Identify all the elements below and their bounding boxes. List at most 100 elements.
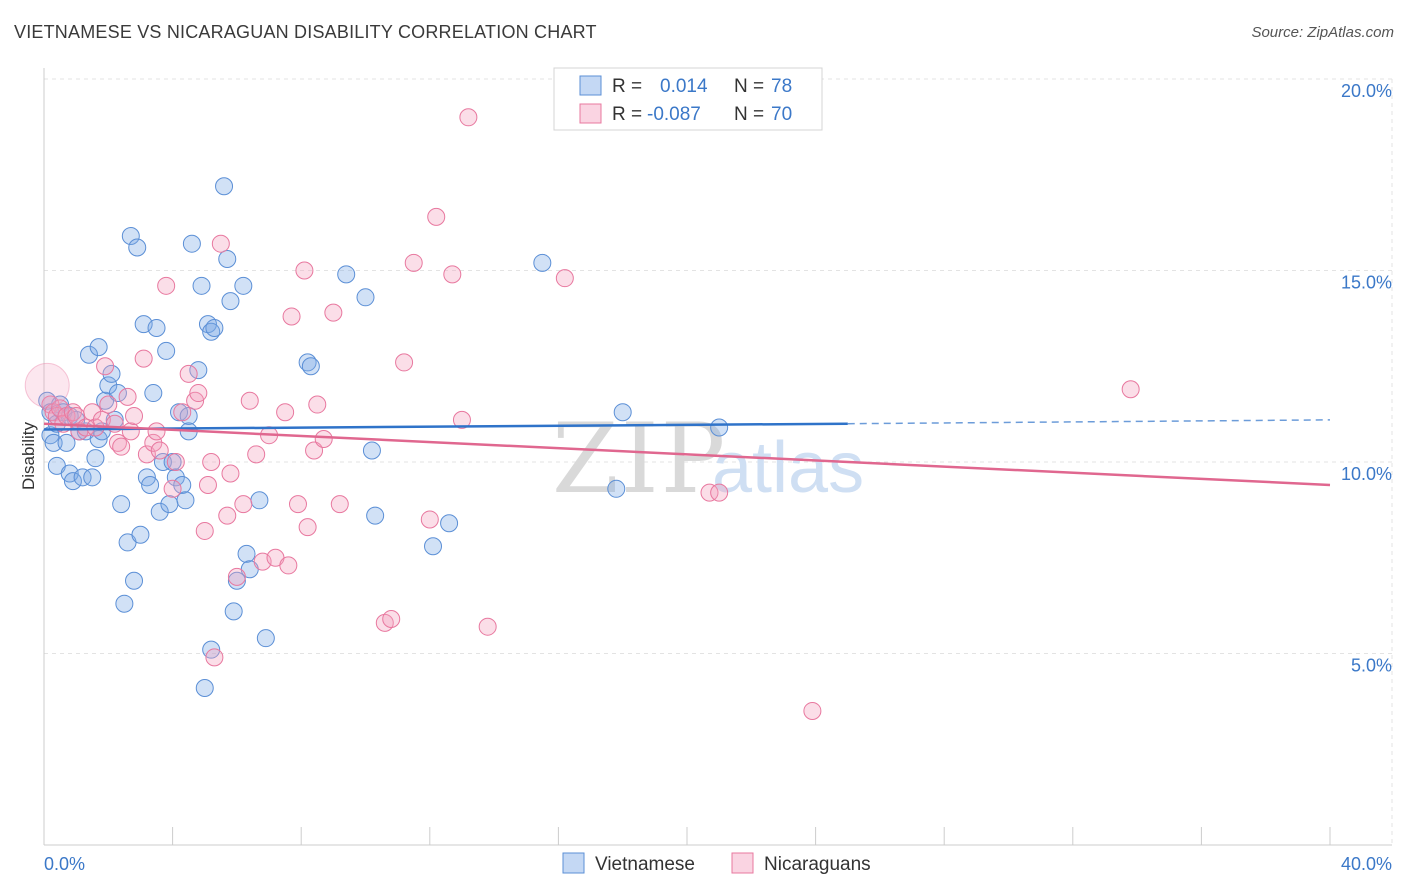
- nicaraguan-point: [144, 433, 163, 452]
- y-tick-label: 10.0%: [1341, 464, 1392, 484]
- nicaraguan-point: [134, 349, 153, 368]
- nicaraguan-point: [700, 483, 719, 502]
- vietnamese-point: [205, 318, 224, 337]
- nicaraguan-point: [118, 387, 137, 406]
- legend-swatch-vietnamese: [562, 852, 585, 874]
- nicaraguan-point: [218, 506, 237, 525]
- nicaraguan-point: [308, 395, 327, 414]
- nicaraguan-point: [443, 265, 462, 284]
- vietnamese-trend-line: [43, 422, 848, 431]
- legend-swatch-vietnamese: [579, 75, 602, 96]
- chart-title: VIETNAMESE VS NICARAGUAN DISABILITY CORR…: [14, 22, 597, 42]
- vietnamese-point: [224, 602, 243, 621]
- nicaraguan-point: [314, 430, 333, 449]
- nicaraguan-trend-line: [43, 422, 1331, 487]
- watermark-zip: ZIP: [552, 403, 727, 515]
- nicaraguan-point: [298, 518, 317, 537]
- nicaraguan-point: [221, 464, 240, 483]
- vietnamese-point: [195, 678, 214, 697]
- nicaraguan-point: [459, 108, 478, 127]
- vietnamese-point: [73, 468, 92, 487]
- nicaraguan-point: [227, 567, 246, 586]
- vietnamese-point: [176, 491, 195, 510]
- nicaraguan-point: [478, 617, 497, 636]
- vietnamese-point: [182, 234, 201, 253]
- nicaraguan-point: [452, 410, 471, 429]
- nicaraguan-point: [240, 391, 259, 410]
- nicaraguan-point: [198, 475, 217, 494]
- nicaraguan-point: [395, 353, 414, 372]
- vietnamese-point: [86, 449, 105, 468]
- nicaraguan-point: [234, 495, 253, 514]
- vietnamese-point: [337, 265, 356, 284]
- series-legend: Vietnamese Nicaraguans: [562, 852, 871, 875]
- nicaraguan-point: [404, 253, 423, 272]
- x-tick-label: 40.0%: [1341, 854, 1392, 874]
- nicaraguan-point: [157, 276, 176, 295]
- watermark: ZIP atlas: [552, 403, 864, 515]
- vietnamese-point: [533, 253, 552, 272]
- nicaraguan-point: [147, 422, 166, 441]
- vietnamese-point: [250, 491, 269, 510]
- vietnamese-point: [89, 338, 108, 357]
- legend-swatch-nicaraguans: [579, 103, 602, 124]
- legend-label-nicaraguans: Nicaraguans: [764, 854, 871, 875]
- y-axis-title: Disability: [19, 421, 38, 490]
- x-tick-label: 0.0%: [44, 854, 85, 874]
- nicaraguan-point: [83, 403, 102, 422]
- vietnamese-point: [234, 276, 253, 295]
- nicaraguan-point: [305, 441, 324, 460]
- vietnamese-point: [115, 594, 134, 613]
- legend-r-label: R =: [612, 76, 642, 97]
- vietnamese-point: [102, 364, 121, 383]
- vietnamese-point: [215, 177, 234, 196]
- vietnamese-point: [366, 506, 385, 525]
- nicaraguan-point: [173, 403, 192, 422]
- vietnamese-point: [153, 453, 172, 471]
- vietnamese-trend-extension: [847, 419, 1331, 425]
- vietnamese-point: [83, 468, 102, 487]
- vietnamese-point: [173, 475, 192, 494]
- vietnamese-point: [221, 292, 240, 311]
- vietnamese-point: [80, 345, 99, 364]
- y-tick-label: 15.0%: [1341, 273, 1392, 293]
- vietnamese-point: [362, 441, 381, 460]
- vietnamese-point: [607, 479, 626, 498]
- vietnamese-point: [44, 433, 63, 452]
- vietnamese-point: [150, 502, 169, 521]
- vietnamese-point: [440, 514, 459, 533]
- vietnamese-points: [38, 177, 729, 697]
- vietnamese-point: [227, 571, 246, 590]
- nicaraguan-point-large: [24, 362, 70, 408]
- legend-n-value: 70: [771, 104, 792, 125]
- nicaraguan-point: [710, 483, 729, 502]
- vietnamese-point: [141, 475, 160, 494]
- vietnamese-point: [57, 433, 76, 452]
- nicaraguan-point: [1121, 380, 1140, 399]
- vietnamese-point: [301, 357, 320, 376]
- nicaraguan-point: [179, 364, 198, 383]
- nicaraguan-point: [125, 407, 144, 426]
- vietnamese-point: [112, 495, 131, 514]
- legend-n-value: 78: [771, 76, 792, 97]
- nicaraguan-point: [803, 701, 822, 720]
- nicaraguan-point: [247, 445, 266, 464]
- axes: [43, 68, 1392, 846]
- legend-swatch-nicaraguans: [731, 852, 754, 874]
- nicaraguan-point: [211, 234, 230, 253]
- nicaraguan-point: [295, 261, 314, 280]
- nicaraguan-point: [163, 479, 182, 498]
- nicaraguan-point: [330, 495, 349, 514]
- vietnamese-point: [160, 495, 179, 514]
- vietnamese-point: [131, 525, 150, 544]
- nicaraguan-point: [205, 648, 224, 667]
- nicaraguan-point: [150, 441, 169, 460]
- nicaraguan-point: [427, 207, 446, 226]
- y-tick-label: 5.0%: [1351, 656, 1392, 676]
- trend-lines: [43, 419, 1331, 487]
- nicaraguan-point: [279, 556, 298, 575]
- nicaraguan-point: [202, 453, 221, 471]
- legend-r-label: R =: [612, 104, 642, 125]
- vietnamese-point: [237, 544, 256, 563]
- vietnamese-point: [147, 318, 166, 337]
